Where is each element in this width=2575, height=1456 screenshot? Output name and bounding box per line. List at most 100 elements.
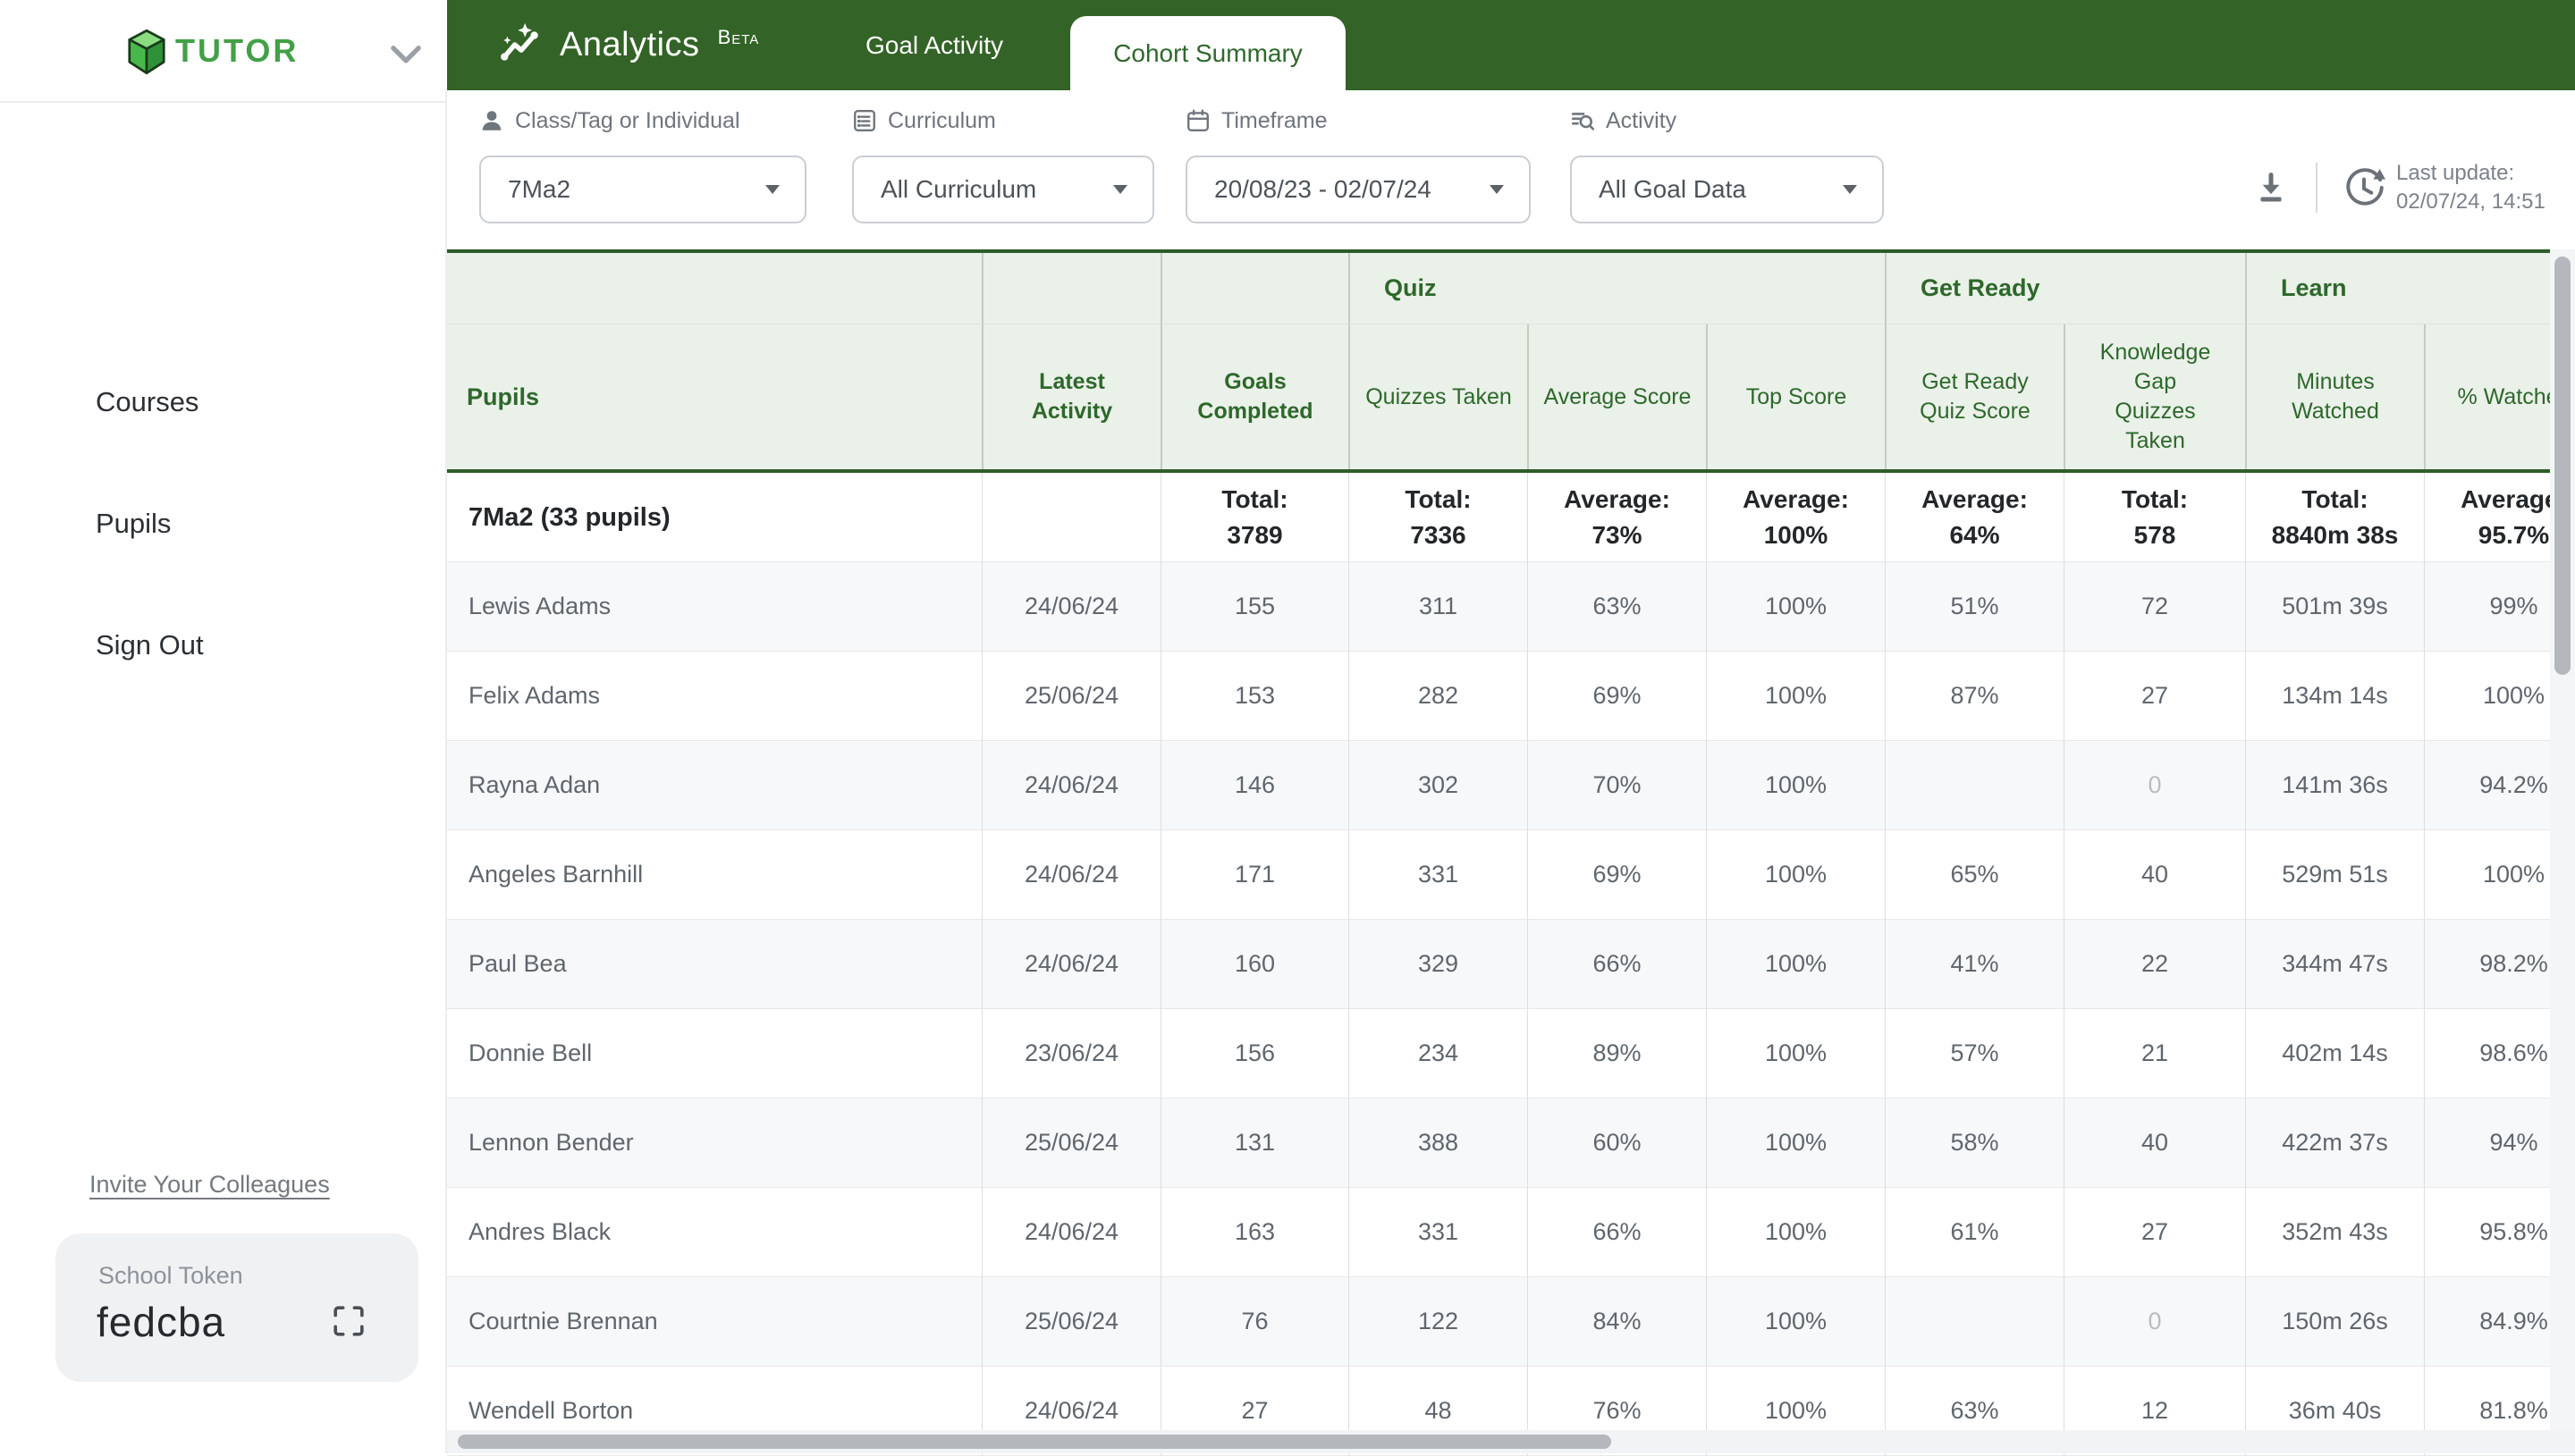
- column-header-knowledge-gap-quizzes: Knowledge Gap Quizzes Taken: [2064, 324, 2245, 469]
- caret-down-icon: [1488, 183, 1506, 196]
- summary-group-label: 7Ma2 (33 pupils): [447, 473, 982, 562]
- school-token-label: School Token: [98, 1262, 243, 1290]
- knowledge-gap-quizzes-cell: 22: [2064, 920, 2245, 1009]
- latest-activity-cell: 24/06/24: [982, 562, 1161, 652]
- sidebar-item-sign-out[interactable]: Sign Out: [96, 629, 204, 661]
- filter-label: Activity: [1606, 108, 1676, 134]
- get-ready-quiz-score-cell: 58%: [1885, 1098, 2064, 1188]
- column-header-pupils: Pupils: [447, 324, 982, 469]
- curriculum-icon: [852, 108, 877, 133]
- column-group-learn: Learn: [2245, 253, 2575, 324]
- invite-colleagues-link[interactable]: Invite Your Colleagues: [89, 1171, 330, 1199]
- vertical-scrollbar-thumb[interactable]: [2554, 257, 2571, 675]
- minutes-watched-cell: 402m 14s: [2245, 1009, 2424, 1098]
- top-score-cell: 100%: [1706, 920, 1885, 1009]
- divider: [2316, 163, 2318, 213]
- caret-down-icon: [1111, 183, 1129, 196]
- latest-activity-cell: 24/06/24: [982, 830, 1161, 920]
- beta-badge: Beta: [718, 26, 760, 49]
- goals-completed-cell: 76: [1161, 1277, 1348, 1367]
- caret-down-icon: [1841, 183, 1859, 196]
- latest-activity-cell: 25/06/24: [982, 652, 1161, 741]
- activity-dropdown[interactable]: All Goal Data: [1570, 156, 1884, 223]
- filter-class: Class/Tag or Individual 7Ma2: [479, 105, 740, 136]
- logo-row: TUTOR: [0, 0, 447, 103]
- table-actions: Last update: 02/07/24, 14:51: [2217, 152, 2539, 223]
- table-header: Quiz Get Ready Learn Pupils Latest Activ…: [447, 249, 2575, 473]
- refresh-clock-icon[interactable]: [2343, 165, 2387, 210]
- average-score-cell: 66%: [1527, 1188, 1706, 1277]
- summary-knowledge-gap-quizzes: Total:578: [2064, 473, 2245, 562]
- analytics-brand: Analytics Beta: [499, 0, 759, 90]
- pupil-name-cell: Donnie Bell: [447, 1009, 982, 1098]
- filter-label: Timeframe: [1221, 108, 1328, 134]
- download-icon[interactable]: [2251, 168, 2291, 207]
- top-score-cell: 100%: [1706, 1098, 1885, 1188]
- filter-activity: Activity All Goal Data: [1570, 105, 1676, 136]
- filter-label: Class/Tag or Individual: [515, 108, 740, 134]
- top-score-cell: 100%: [1706, 1009, 1885, 1098]
- column-header-latest-activity: Latest Activity: [982, 324, 1161, 469]
- filter-search-icon: [1570, 108, 1595, 133]
- expand-icon[interactable]: [333, 1305, 365, 1337]
- timeframe-dropdown[interactable]: 20/08/23 - 02/07/24: [1186, 156, 1531, 223]
- minutes-watched-cell: 352m 43s: [2245, 1188, 2424, 1277]
- goals-completed-cell: 156: [1161, 1009, 1348, 1098]
- last-update: Last update: 02/07/24, 14:51: [2396, 159, 2545, 216]
- tab-cohort-summary[interactable]: Cohort Summary: [1070, 16, 1346, 90]
- analytics-sparkline-icon: [499, 23, 544, 68]
- minutes-watched-cell: 501m 39s: [2245, 562, 2424, 652]
- summary-goals-completed: Total:3789: [1161, 473, 1348, 562]
- school-token-value: fedcba: [97, 1298, 225, 1346]
- chevron-down-icon[interactable]: [386, 38, 426, 70]
- goals-completed-cell: 163: [1161, 1188, 1348, 1277]
- quizzes-taken-cell: 302: [1348, 741, 1527, 830]
- sidebar-item-courses[interactable]: Courses: [96, 386, 198, 418]
- top-score-cell: 100%: [1706, 562, 1885, 652]
- column-header-goals-completed: Goals Completed: [1161, 324, 1348, 469]
- vertical-scrollbar[interactable]: [2550, 249, 2575, 1430]
- minutes-watched-cell: 529m 51s: [2245, 830, 2424, 920]
- summary-latest-activity: [982, 473, 1161, 562]
- quizzes-taken-cell: 331: [1348, 1188, 1527, 1277]
- get-ready-quiz-score-cell: [1885, 1277, 2064, 1367]
- average-score-cell: 66%: [1527, 920, 1706, 1009]
- summary-minutes-watched: Total:8840m 38s: [2245, 473, 2424, 562]
- brand-cube-icon: [125, 29, 168, 75]
- goals-completed-cell: 153: [1161, 652, 1348, 741]
- latest-activity-cell: 25/06/24: [982, 1277, 1161, 1367]
- average-score-cell: 70%: [1527, 741, 1706, 830]
- horizontal-scrollbar[interactable]: [447, 1430, 2575, 1453]
- latest-activity-cell: 24/06/24: [982, 741, 1161, 830]
- get-ready-quiz-score-cell: 65%: [1885, 830, 2064, 920]
- quizzes-taken-cell: 329: [1348, 920, 1527, 1009]
- goals-completed-cell: 160: [1161, 920, 1348, 1009]
- quizzes-taken-cell: 234: [1348, 1009, 1527, 1098]
- pupil-name-cell: Paul Bea: [447, 920, 982, 1009]
- average-score-cell: 89%: [1527, 1009, 1706, 1098]
- minutes-watched-cell: 150m 26s: [2245, 1277, 2424, 1367]
- horizontal-scrollbar-thumb[interactable]: [458, 1435, 1611, 1449]
- sidebar-item-pupils[interactable]: Pupils: [96, 508, 171, 540]
- sidebar: TUTOR Courses Pupils Sign Out Invite You…: [0, 0, 447, 1453]
- goals-completed-cell: 155: [1161, 562, 1348, 652]
- quizzes-taken-cell: 122: [1348, 1277, 1527, 1367]
- column-group-quiz: Quiz: [1348, 253, 1885, 324]
- tab-goal-activity[interactable]: Goal Activity: [823, 0, 1046, 90]
- top-score-cell: 100%: [1706, 1188, 1885, 1277]
- average-score-cell: 84%: [1527, 1277, 1706, 1367]
- calendar-icon: [1186, 108, 1211, 133]
- goals-completed-cell: 146: [1161, 741, 1348, 830]
- knowledge-gap-quizzes-cell: 40: [2064, 1098, 2245, 1188]
- filter-curriculum: Curriculum All Curriculum: [852, 105, 996, 136]
- average-score-cell: 63%: [1527, 562, 1706, 652]
- get-ready-quiz-score-cell: 51%: [1885, 562, 2064, 652]
- curriculum-dropdown[interactable]: All Curriculum: [852, 156, 1154, 223]
- school-token-card: School Token fedcba: [55, 1233, 418, 1382]
- column-header-minutes-watched: Minutes Watched: [2245, 324, 2424, 469]
- get-ready-quiz-score-cell: [1885, 741, 2064, 830]
- top-bar: Analytics Beta Goal Activity Cohort Summ…: [447, 0, 2575, 90]
- class-dropdown[interactable]: 7Ma2: [479, 156, 806, 223]
- column-header-average-score: Average Score: [1527, 324, 1706, 469]
- top-score-cell: 100%: [1706, 1277, 1885, 1367]
